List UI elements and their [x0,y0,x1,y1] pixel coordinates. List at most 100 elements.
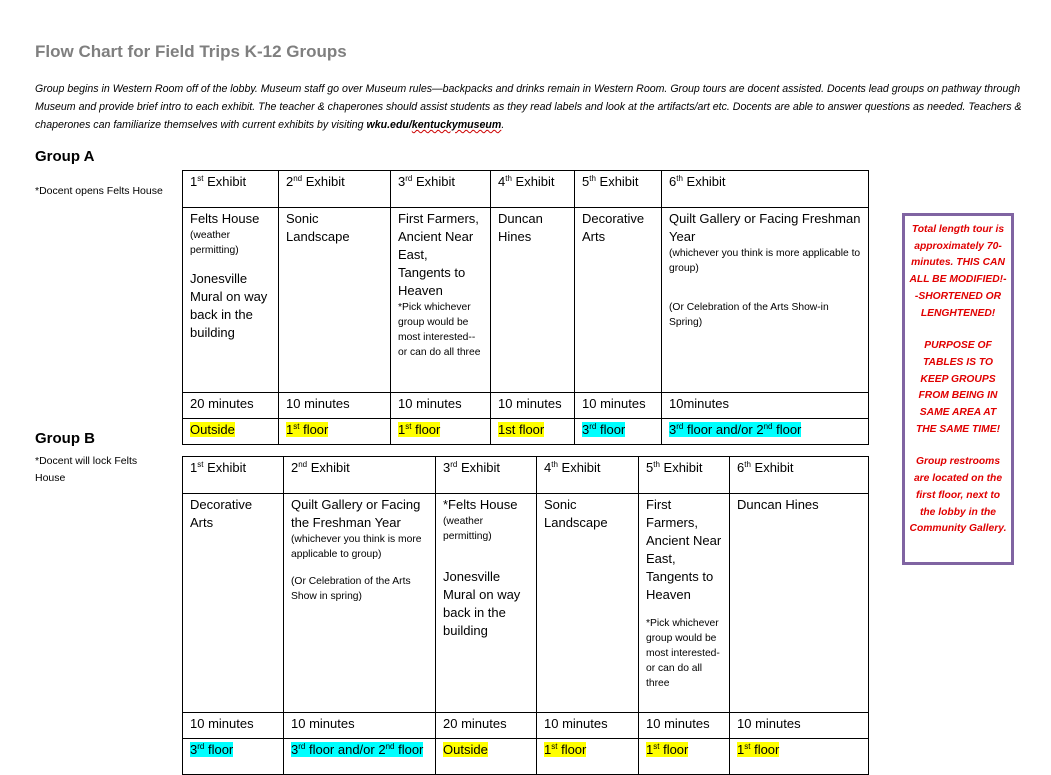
exhibit-text: Felts House [190,211,260,226]
ordinal-suffix: nd [298,460,308,469]
text: 1 [646,742,654,757]
ordinal-suffix: th [551,460,558,469]
exhibit-row: Felts House (weather permitting) Jonesvill… [182,207,869,393]
text: 3 [291,742,299,757]
text: Exhibit [659,460,703,475]
floor-label: 1st floor [737,742,780,757]
floor-label: Outside [443,742,488,757]
header-row: 1st Exhibit 2nd Exhibit 3rd Exhibit 4th Exh… [182,456,869,494]
spacer [669,288,861,300]
text: 1st floor [498,422,545,437]
floor-label: 1st floor [498,422,545,437]
exhibit-text: *Pick whichever group would be most inte… [398,302,481,358]
floor-label: 1st floor [544,742,587,757]
document-title: Flow Chart for Field Trips K-12 Groups [35,42,347,61]
text: 2 [291,460,299,475]
text: Exhibit [203,460,247,475]
text: 6 [737,460,745,475]
duration-cell: 10 minutes [536,712,639,739]
exhibit-text: First Farmers, Ancient Near East, Tangen… [646,497,722,602]
text: floor [596,422,626,437]
exhibit-text: (Or Celebration of the Arts Show-in Spri… [669,302,829,328]
duration-cell: 10 minutes [278,392,391,419]
museum-link[interactable]: wku.edu/kentuckymuseum [366,119,502,131]
ordinal-suffix: nd [385,742,395,751]
exhibit-text: Jonesville Mural on way back in the buil… [443,569,521,638]
exhibit-text: Quilt Gallery or Facing the Freshman Yea… [291,497,421,530]
exhibit-text: *Pick whichever group would be most inte… [646,618,720,689]
floor-label: 3rd floor [190,742,234,757]
duration-cell: 10 minutes [574,392,662,419]
floor-cell: Outside [435,738,537,775]
text: floor and/or 2 [683,422,764,437]
exhibit-text: Jonesville Mural on way back in the buil… [190,271,268,340]
text: 1 [737,742,745,757]
group-a-heading: Group A [35,148,95,165]
exhibit-text: Sonic Landscape [286,211,350,244]
exhibit-text: Duncan Hines [737,497,819,512]
text: Exhibit [307,460,350,475]
text: floor [411,422,441,437]
text: floor [659,742,689,757]
floor-row: 3rd floor 3rd floor and/or 2nd floor Outsi… [182,738,869,775]
text: floor [750,742,780,757]
exhibit-cell: Decorative Arts [574,207,662,393]
floor-cell: 3rd floor [574,418,662,445]
floor-cell: 3rd floor [182,738,284,775]
text: Outside [443,742,488,757]
group-a-note: *Docent opens Felts House [35,185,163,197]
text: Exhibit [750,460,794,475]
duration-cell: 20 minutes [182,392,279,419]
ordinal-suffix: th [744,460,751,469]
text: 3 [669,422,677,437]
exhibit-text: (whichever you think is more applicable … [291,534,422,560]
ordinal-suffix: nd [293,174,303,183]
floor-label: 3rd floor [582,422,626,437]
group-a-table: 1st Exhibit 2nd Exhibit 3rd Exhibit 4th Exh… [182,170,869,445]
text: 4 [498,174,506,189]
exhibit-cell: Duncan Hines [729,493,869,713]
ordinal-suffix: st [744,742,751,751]
ordinal-suffix: st [653,742,660,751]
duration-cell: 10 minutes [182,712,284,739]
floor-label: Outside [190,422,235,437]
group-b-note: *Docent will lock Felts House [35,455,138,484]
ordinal-suffix: th [676,174,683,183]
ordinal-suffix: st [293,422,300,431]
exhibit-header: 5th Exhibit [638,456,730,494]
text: 3 [582,422,590,437]
spacer [443,556,529,568]
exhibit-cell: Sonic Landscape [536,493,639,713]
exhibit-header: 4th Exhibit [536,456,639,494]
exhibit-header: 6th Exhibit [661,170,869,208]
text: Exhibit [302,174,345,189]
exhibit-cell: Quilt Gallery or Facing the Freshman Yea… [283,493,436,713]
exhibit-cell: Duncan Hines [490,207,575,393]
intro-paragraph: Group begins in Western Room off of the … [35,83,1022,131]
exhibit-text: (weather permitting) [443,516,492,542]
exhibit-text: Quilt Gallery or Facing Freshman Year [669,211,861,244]
callout-length: Total length tour is approximately 70-mi… [909,224,1007,319]
ordinal-suffix: th [589,174,596,183]
group-b-table: 1st Exhibit 2nd Exhibit 3rd Exhibit 4th Exh… [182,456,869,775]
floor-cell: Outside [182,418,279,445]
floor-label: 1st floor [646,742,689,757]
ordinal-suffix: rd [589,422,597,431]
floor-cell: 1st floor [390,418,491,445]
exhibit-header: 1st Exhibit [182,170,279,208]
text: floor [772,422,802,437]
text: floor [204,742,234,757]
exhibit-text: Duncan Hines [498,211,543,244]
duration-cell: 10 minutes [283,712,436,739]
spacer [669,276,861,288]
intro-text: Group begins in Western Room off of the … [35,83,1022,131]
exhibit-row: Decorative Arts Quilt Gallery or Facing t… [182,493,869,713]
exhibit-header: 4th Exhibit [490,170,575,208]
text: 3 [398,174,406,189]
ordinal-suffix: st [197,460,204,469]
floor-label: 1st floor [286,422,329,437]
spacer [443,544,529,556]
text: Exhibit [412,174,455,189]
callout-purpose: PURPOSE OF TABLES IS TO KEEP GROUPS FROM… [915,340,1001,435]
text: 1 [398,422,406,437]
